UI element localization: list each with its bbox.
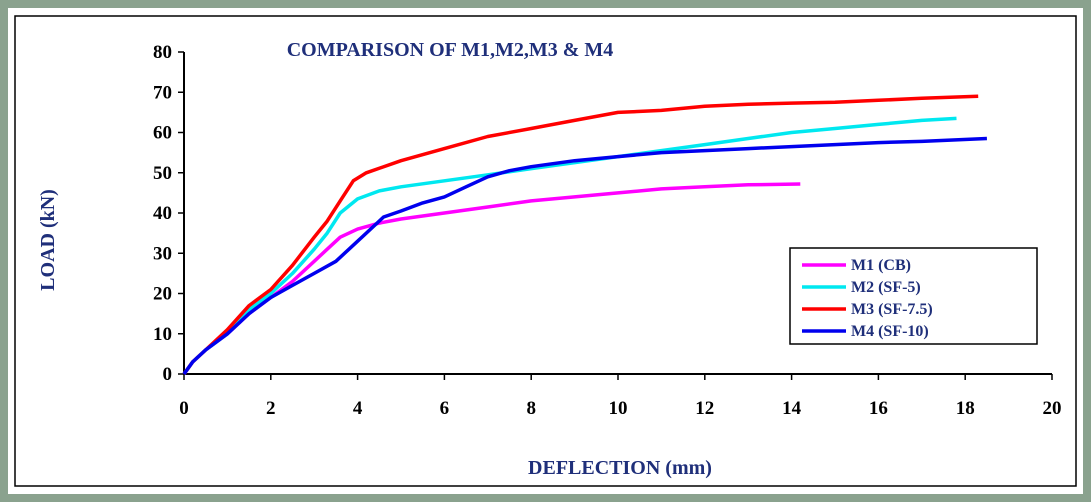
y-tick-label: 50 bbox=[153, 163, 172, 184]
plot-area-border bbox=[14, 15, 1077, 487]
y-tick-label: 20 bbox=[153, 284, 172, 305]
x-tick-label: 10 bbox=[609, 398, 628, 419]
y-tick-label: 60 bbox=[153, 123, 172, 144]
legend-label: M3 (SF-7.5) bbox=[851, 301, 933, 318]
y-tick-label: 10 bbox=[153, 324, 172, 345]
x-axis-label: DEFLECTION (mm) bbox=[528, 457, 712, 479]
y-tick-label: 80 bbox=[153, 42, 172, 63]
x-tick-label: 4 bbox=[353, 398, 363, 419]
series-lines bbox=[182, 94, 987, 376]
x-tick-label: 16 bbox=[869, 398, 888, 419]
line-chart: COMPARISON OF M1,M2,M3 & M4 LOAD (kN) DE… bbox=[14, 15, 1077, 487]
y-axis-label: LOAD (kN) bbox=[37, 189, 59, 291]
chart-title: COMPARISON OF M1,M2,M3 & M4 bbox=[287, 39, 614, 61]
y-tick-label: 40 bbox=[153, 203, 172, 224]
series-line bbox=[182, 182, 801, 376]
x-tick-label: 12 bbox=[695, 398, 714, 419]
legend-label: M2 (SF-5) bbox=[851, 279, 921, 296]
x-tick-label: 14 bbox=[782, 398, 802, 419]
legend: M1 (CB) M2 (SF-5) M3 (SF-7.5) M4 (SF-10) bbox=[789, 247, 1038, 345]
legend-label: M4 (SF-10) bbox=[851, 323, 929, 340]
x-tick-label: 8 bbox=[526, 398, 536, 419]
series-line bbox=[182, 136, 987, 376]
legend-label: M1 (CB) bbox=[851, 257, 911, 274]
series-line bbox=[182, 94, 979, 376]
axes: 0 10 20 30 40 50 60 70 80 0 2 4 6 8 10 12 14 16 18 20 bbox=[153, 42, 1062, 419]
x-tick-label: 0 bbox=[179, 398, 189, 419]
chart-frame: COMPARISON OF M1,M2,M3 & M4 LOAD (kN) DE… bbox=[8, 8, 1083, 494]
y-tick-label: 0 bbox=[163, 364, 173, 385]
x-tick-label: 18 bbox=[956, 398, 975, 419]
y-tick-label: 30 bbox=[153, 243, 172, 264]
y-tick-label: 70 bbox=[153, 82, 172, 103]
x-tick-label: 2 bbox=[266, 398, 276, 419]
x-tick-label: 6 bbox=[440, 398, 450, 419]
x-tick-label: 20 bbox=[1043, 398, 1062, 419]
series-line bbox=[182, 116, 957, 376]
